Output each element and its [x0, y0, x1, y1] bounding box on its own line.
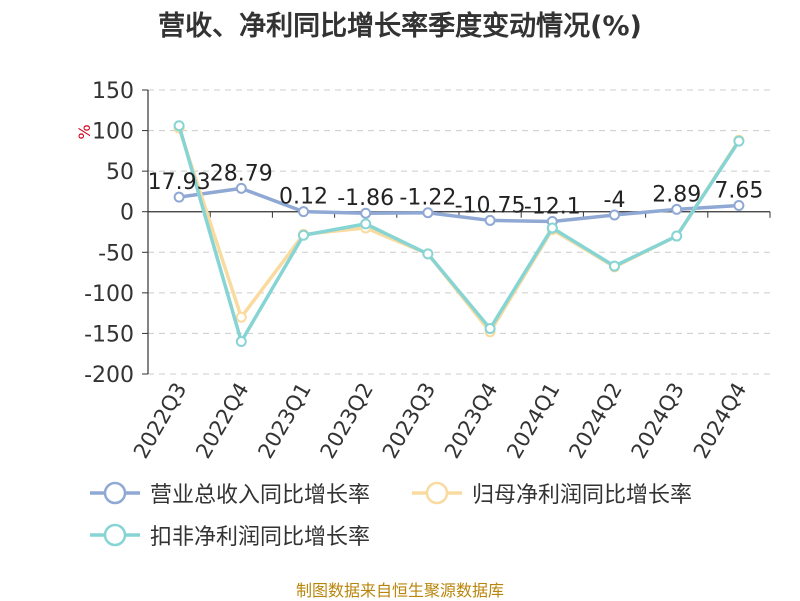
data-point — [484, 323, 496, 335]
data-point — [298, 229, 309, 241]
y-tick-label: -100 — [84, 282, 134, 307]
data-labels: 17.93 28.790.12 -1.86 -1.22-10.75-12.1 -4 2.8… — [148, 161, 764, 219]
data-point — [671, 203, 683, 215]
data-point — [609, 260, 620, 272]
data-label: 28.79 — [210, 161, 273, 186]
data-point — [235, 182, 247, 194]
source-note: 制图数据来自恒生聚源数据库 — [295, 581, 504, 600]
data-point — [360, 218, 372, 230]
series-line-0 — [178, 186, 740, 224]
data-point — [173, 120, 185, 132]
data-label: 17.93 — [148, 170, 211, 195]
data-point — [546, 222, 558, 234]
data-point — [173, 191, 185, 203]
y-tick-label: 150 — [92, 79, 134, 104]
data-label: 0.12 — [279, 185, 328, 210]
legend-item[interactable]: 归母净利润同比增长率 — [412, 478, 692, 508]
data-label: 7.65 — [714, 179, 763, 204]
x-tick-label: 2023Q4 — [440, 378, 502, 462]
x-tick-label: 2024Q3 — [627, 379, 689, 463]
data-point — [298, 206, 309, 218]
x-tick-label: 2022Q3 — [129, 379, 191, 463]
chart-title: 营收、净利同比增长率季度变动情况(%) — [158, 11, 642, 42]
series-lines — [173, 120, 745, 348]
y-tick-label: -150 — [84, 322, 134, 347]
grid-lines — [148, 89, 770, 375]
legend-marker-icon — [412, 481, 462, 505]
y-tick-label: 100 — [92, 120, 134, 145]
y-tick-label: 50 — [106, 160, 134, 185]
data-point — [422, 248, 434, 260]
legend-label: 扣非净利润同比增长率 — [150, 525, 371, 550]
legend-label: 归母净利润同比增长率 — [472, 483, 693, 508]
data-label: -1.86 — [337, 186, 394, 211]
data-label: -10.75 — [455, 193, 526, 218]
legend-item[interactable]: 营业总收入同比增长率 — [90, 478, 370, 508]
data-label: -1.22 — [399, 186, 456, 211]
data-point — [733, 135, 745, 147]
data-point — [360, 207, 372, 219]
y-tick-label: -200 — [84, 363, 134, 388]
legend-label: 营业总收入同比增长率 — [150, 483, 371, 508]
legend-item[interactable]: 扣非净利润同比增长率 — [90, 520, 370, 550]
data-point — [733, 200, 745, 212]
data-point — [609, 209, 620, 221]
data-point — [235, 336, 247, 348]
series-line-2 — [177, 125, 741, 344]
data-point — [235, 311, 247, 323]
data-point — [484, 214, 496, 226]
data-point — [422, 207, 434, 219]
x-tick-label: 2022Q4 — [191, 379, 253, 463]
data-point — [671, 230, 683, 242]
y-tick-label: -50 — [98, 241, 134, 266]
legend-marker-icon — [90, 481, 140, 505]
legend-marker-icon — [90, 523, 140, 547]
x-tick-label: 2023Q1 — [253, 379, 315, 463]
y-axis-label: % — [75, 124, 94, 139]
x-tick-label: 2024Q4 — [689, 379, 751, 463]
x-tick-label: 2024Q1 — [502, 379, 564, 463]
data-label: 2.89 — [652, 182, 701, 207]
y-tick-label: 0 — [120, 201, 134, 226]
x-tick-label: 2024Q2 — [564, 379, 626, 463]
x-tick-label: 2023Q2 — [316, 379, 378, 463]
data-label: -12.1 — [524, 195, 581, 220]
x-tick-label: 2023Q3 — [378, 379, 440, 463]
data-label: -4 — [604, 188, 626, 213]
